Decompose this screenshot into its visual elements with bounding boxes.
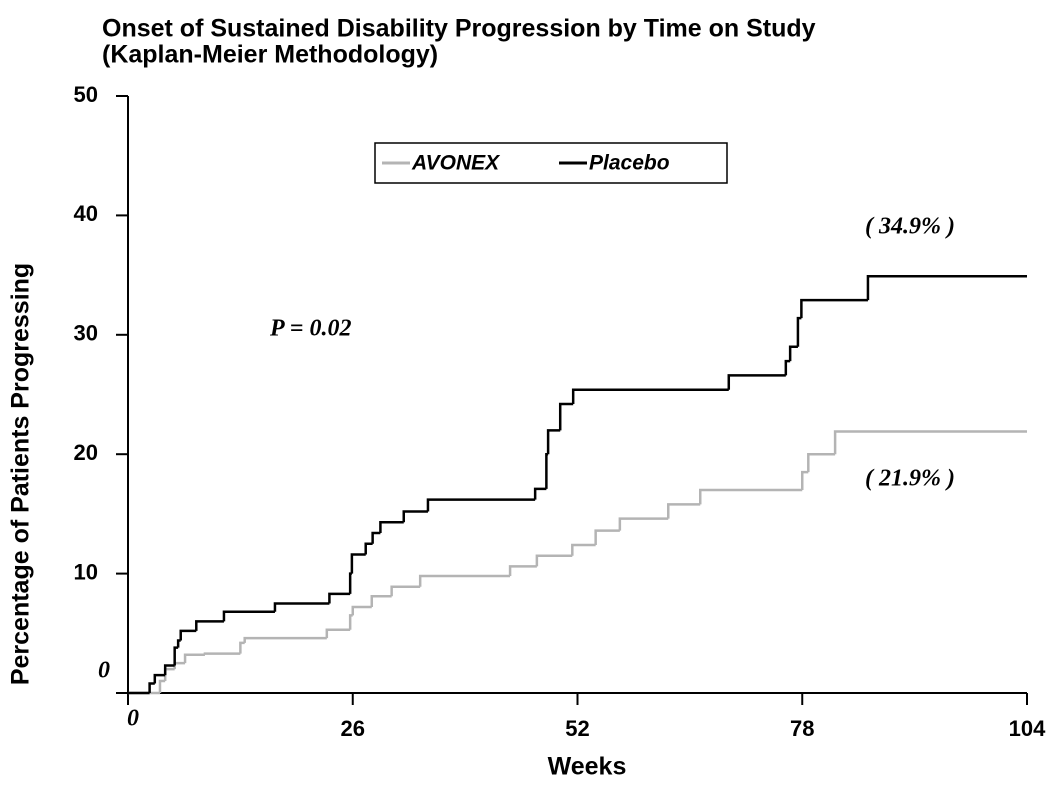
step-segment xyxy=(535,554,573,567)
step-segment xyxy=(243,636,327,643)
x-tick-label: 0 xyxy=(127,706,139,732)
step-segment xyxy=(866,275,1027,301)
step-segment xyxy=(546,429,561,455)
step-segment xyxy=(788,345,798,362)
step-segment xyxy=(426,498,536,512)
step-segment xyxy=(348,572,352,594)
step-segment xyxy=(418,574,511,587)
step-segment xyxy=(371,531,381,544)
step-segment xyxy=(571,388,729,405)
step-segment xyxy=(833,430,1027,455)
step-segment xyxy=(173,661,186,670)
step-segment xyxy=(158,679,166,693)
step-segment xyxy=(402,510,428,523)
legend-box xyxy=(374,142,728,184)
step-segment xyxy=(351,605,372,616)
step-segment xyxy=(571,543,596,556)
step-segment xyxy=(348,614,353,630)
step-segment xyxy=(667,503,701,519)
step-segment xyxy=(364,542,373,555)
avonex-final: ( 21.9% ) xyxy=(865,466,955,492)
y-axis-label: Percentage of Patients Progressing xyxy=(7,263,35,685)
chart-subtitle: (Kaplan-Meier Methodology) xyxy=(102,41,438,69)
placebo-final: ( 34.9% ) xyxy=(865,214,955,240)
step-segment xyxy=(801,470,809,491)
step-segment xyxy=(148,682,155,693)
step-segment xyxy=(328,592,351,604)
step-segment xyxy=(183,653,205,664)
step-segment xyxy=(179,629,197,641)
step-segment xyxy=(545,452,549,489)
step-segment xyxy=(195,620,224,631)
step-segment xyxy=(558,402,574,431)
x-tick-label: 26 xyxy=(341,716,365,741)
step-segment xyxy=(784,359,791,376)
step-segment xyxy=(796,316,802,347)
step-segment xyxy=(698,488,803,505)
p-value: P = 0.02 xyxy=(269,316,351,342)
step-segment xyxy=(727,374,786,390)
step-segment xyxy=(594,529,620,545)
step-segment xyxy=(163,664,175,676)
step-segment xyxy=(239,641,245,654)
x-tick-label: 78 xyxy=(790,716,814,741)
step-segment xyxy=(508,565,537,576)
step-segment xyxy=(379,521,404,534)
chart-title: Onset of Sustained Disability Progressio… xyxy=(102,15,816,43)
y-tick-label: 30 xyxy=(74,321,98,346)
y-tick-label: 10 xyxy=(74,559,98,584)
step-segment xyxy=(618,517,669,531)
step-segment xyxy=(153,673,166,684)
y-tick-label: 40 xyxy=(74,201,98,226)
step-segment xyxy=(370,595,392,608)
x-tick-label: 52 xyxy=(565,716,589,741)
step-segment xyxy=(325,628,351,639)
y-tick-label: 20 xyxy=(74,440,98,465)
step-segment xyxy=(203,652,241,655)
step-segment xyxy=(807,452,836,473)
step-segment xyxy=(800,298,868,319)
x-tick-label: 104 xyxy=(1009,716,1046,741)
step-segment xyxy=(350,553,366,574)
step-segment xyxy=(222,610,275,622)
legend-label: AVONEX xyxy=(411,152,501,175)
step-segment xyxy=(163,667,175,682)
y-tick-label: 50 xyxy=(74,82,98,107)
x-axis-label: Weeks xyxy=(548,753,627,781)
step-segment xyxy=(390,585,421,597)
y-tick-label: 0 xyxy=(98,658,110,684)
step-segment xyxy=(176,639,181,648)
step-segment xyxy=(533,487,547,500)
step-segment xyxy=(273,602,330,612)
legend-label: Placebo xyxy=(589,152,670,175)
